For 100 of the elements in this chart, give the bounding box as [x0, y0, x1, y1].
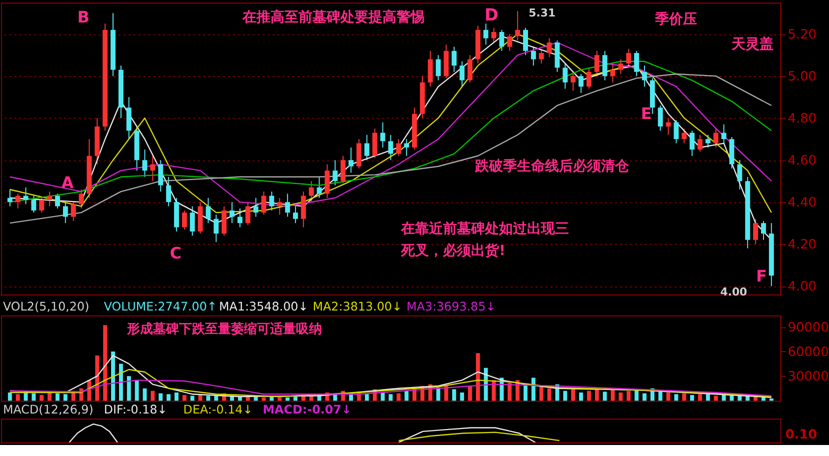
- bar: [166, 394, 171, 401]
- bar: [396, 393, 401, 401]
- bar: [642, 393, 646, 401]
- candlestick: [396, 138, 402, 156]
- candlestick: [530, 46, 536, 66]
- line-series: [9, 368, 772, 398]
- bar: [602, 392, 607, 401]
- candlestick: [166, 176, 172, 207]
- candlestick: [39, 197, 44, 214]
- bar: [666, 392, 670, 401]
- annotation: 季价压: [654, 10, 698, 28]
- candlestick: [150, 155, 156, 182]
- annotation: 在推高至前墓碑处要提高警惕: [242, 8, 425, 26]
- candlestick: [515, 10, 520, 41]
- y-tick-label: 30000: [788, 370, 829, 385]
- series-label: DIF:-0.18↓: [104, 402, 168, 417]
- chart-title: MACD(12,26,9): [2, 402, 94, 417]
- candlestick: [245, 202, 250, 226]
- bar: [531, 378, 536, 401]
- candlestick: [578, 73, 584, 94]
- y-tick-label: 5.00: [788, 70, 816, 85]
- annotation: 形成墓碑下跌至量萎缩可适量吸纳: [126, 321, 322, 338]
- candlestick: [15, 193, 20, 209]
- candlestick: [356, 138, 362, 169]
- candlestick: [190, 206, 195, 236]
- bar: [40, 394, 44, 401]
- bar: [103, 325, 108, 401]
- bar: [586, 390, 591, 401]
- candlestick: [237, 208, 242, 228]
- bar: [16, 394, 20, 401]
- candlestick: [206, 197, 211, 224]
- bar: [174, 392, 178, 401]
- candlestick: [126, 96, 132, 140]
- candlestick: [690, 130, 695, 156]
- candlestick: [285, 193, 290, 218]
- bar: [690, 394, 694, 401]
- candlestick: [78, 188, 84, 209]
- candlestick: [586, 67, 592, 90]
- series-label: VOLUME:2747.00↑: [104, 299, 217, 314]
- candlestick: [737, 160, 742, 190]
- bar: [206, 396, 210, 401]
- candlestick: [538, 48, 544, 64]
- bar: [142, 388, 147, 401]
- bar: [111, 351, 116, 401]
- candlestick: [523, 27, 528, 56]
- text: MACD:-0.07↓: [262, 402, 352, 417]
- bar: [579, 392, 584, 401]
- text: MA1:3548.00↓: [219, 299, 308, 314]
- candlestick: [364, 134, 370, 161]
- chart-title: VOL2(5,10,20): [2, 299, 90, 314]
- annotation: B: [77, 7, 90, 26]
- candlestick: [705, 134, 710, 148]
- text: MA2:3813.00↓: [312, 299, 402, 314]
- bar: [698, 394, 702, 401]
- candlestick: [507, 34, 512, 52]
- annotation: 5.31: [528, 6, 556, 20]
- candlestick: [753, 218, 758, 245]
- annotation: D: [484, 4, 498, 24]
- bar: [158, 393, 163, 401]
- annotation: F: [756, 266, 767, 286]
- y-tick-label: 4.20: [788, 238, 816, 253]
- candlestick: [666, 118, 671, 136]
- bar: [508, 382, 512, 401]
- bar: [682, 393, 686, 401]
- candlestick: [428, 50, 433, 88]
- bar: [134, 380, 139, 401]
- bar: [8, 392, 12, 401]
- bar: [286, 397, 290, 401]
- candlestick: [682, 128, 687, 144]
- candlestick: [483, 23, 488, 46]
- candlestick: [468, 54, 472, 83]
- bar: [182, 394, 186, 401]
- bar: [63, 394, 68, 401]
- candlestick: [602, 50, 608, 81]
- bar: [150, 390, 155, 401]
- candlestick: [713, 128, 718, 148]
- candlestick: [31, 195, 36, 214]
- bar: [56, 393, 60, 401]
- bar: [610, 390, 615, 401]
- bar: [404, 390, 409, 401]
- candlestick: [316, 176, 322, 198]
- annotation: 在靠近前墓碑处如过出现三: [400, 220, 570, 237]
- candlestick: [70, 202, 76, 222]
- bar: [539, 386, 544, 401]
- y-tick-label: 90000: [788, 320, 829, 336]
- bar: [278, 397, 282, 401]
- candlestick: [499, 29, 504, 52]
- candlestick: [300, 191, 306, 228]
- candlestick: [142, 149, 148, 178]
- bar: [388, 394, 393, 401]
- bar: [190, 396, 194, 401]
- annotation: C: [170, 244, 182, 263]
- annotation: 天灵盖: [730, 35, 774, 52]
- y-tick-label: 5.20: [788, 28, 816, 43]
- bar: [294, 396, 298, 401]
- bar: [714, 396, 718, 401]
- candlestick: [230, 202, 235, 224]
- annotation: 跌破季生命线后必须清仓: [474, 157, 630, 174]
- candlestick: [721, 124, 726, 144]
- candlestick: [222, 206, 227, 236]
